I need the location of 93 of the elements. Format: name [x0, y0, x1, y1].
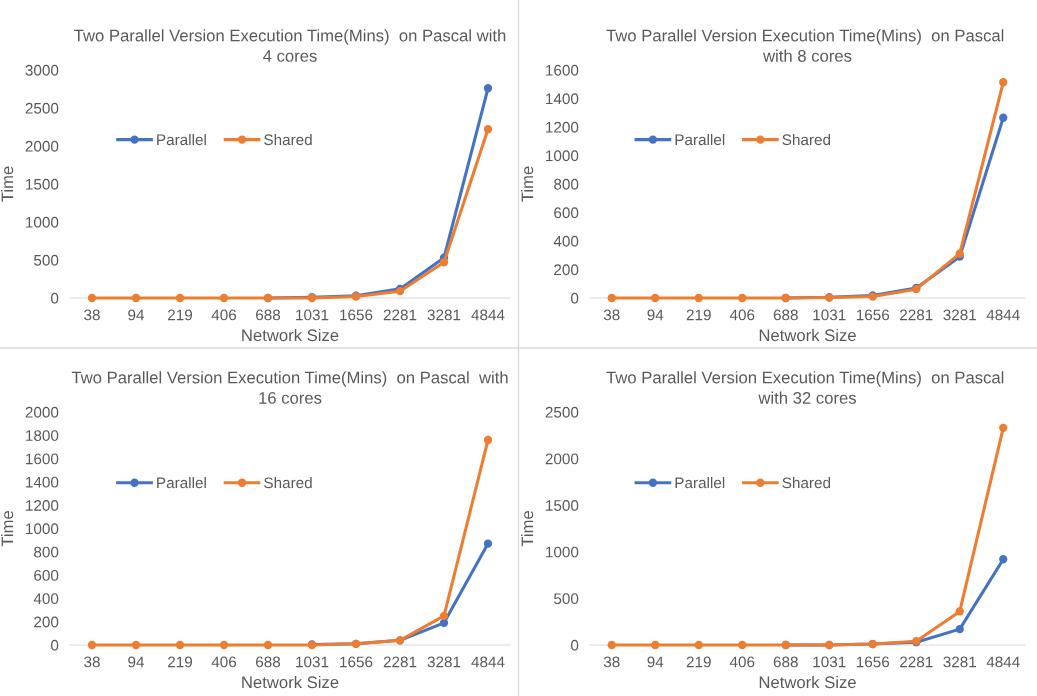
y-tick-label: 1200 [546, 121, 579, 133]
x-tick-label: 94 [647, 656, 664, 668]
legend-label: Parallel [675, 477, 725, 489]
y-tick-label: 500 [554, 593, 579, 605]
x-tick-label: 1031 [296, 656, 329, 668]
x-axis-title: Network Size [759, 328, 856, 342]
y-tick-label: 2000 [25, 140, 59, 152]
x-tick-label: 3281 [943, 656, 976, 668]
y-tick-label: 1000 [546, 546, 579, 558]
x-tick-label: 3281 [427, 309, 461, 321]
x-tick-label: 1656 [340, 309, 373, 321]
x-tick-label: 38 [603, 309, 620, 321]
y-tick-label: 600 [554, 207, 579, 219]
x-tick-label: 688 [773, 656, 798, 668]
chart-title: Two Parallel Version Execution Time(Mins) on Pascal with 8 cores [606, 29, 1004, 62]
x-tick-label: 1031 [813, 309, 846, 321]
x-axis-title: Network Size [242, 675, 339, 689]
y-tick-label: 200 [34, 616, 59, 628]
x-tick-label: 2281 [383, 309, 417, 321]
x-tick-label: 2281 [900, 656, 933, 668]
x-tick-label: 4844 [986, 309, 1020, 321]
chart-title: Two Parallel Version Execution Time(Mins) on Pascal with 16 cores [71, 371, 508, 404]
legend-label: Shared [782, 477, 831, 489]
x-tick-label: 219 [686, 309, 711, 321]
x-tick-label: 4844 [986, 656, 1020, 668]
y-tick-label: 2000 [25, 406, 59, 418]
x-tick-label: 1656 [856, 309, 890, 321]
x-tick-label: 94 [128, 656, 145, 668]
y-tick-label: 1400 [546, 93, 579, 105]
y-axis-title: Time [521, 166, 534, 202]
y-tick-label: 200 [554, 264, 579, 276]
y-tick-label: 0 [50, 639, 59, 651]
legend-label: Parallel [157, 477, 206, 489]
x-tick-label: 1031 [296, 309, 329, 321]
y-tick-label: 1600 [26, 453, 59, 465]
x-tick-label: 406 [729, 656, 755, 668]
x-tick-label: 219 [168, 309, 193, 321]
legend-label: Shared [782, 133, 831, 146]
y-tick-label: 800 [554, 178, 579, 190]
x-tick-label: 406 [729, 309, 755, 321]
y-tick-label: 1000 [546, 150, 579, 162]
y-axis-title: Time [521, 511, 534, 547]
x-tick-label: 688 [256, 656, 281, 668]
x-tick-label: 38 [603, 656, 620, 668]
x-tick-label: 4844 [471, 656, 505, 668]
x-tick-label: 2281 [383, 656, 417, 668]
x-tick-label: 94 [647, 309, 664, 321]
x-tick-label: 1031 [813, 656, 846, 668]
y-tick-label: 500 [34, 254, 59, 266]
y-tick-label: 1000 [26, 216, 59, 228]
y-tick-label: 0 [50, 292, 59, 304]
x-tick-label: 1656 [856, 656, 890, 668]
x-axis-title: Network Size [759, 675, 856, 689]
chart-title: Two Parallel Version Execution Time(Mins) on Pascal with 4 cores [74, 29, 506, 62]
y-tick-label: 2500 [545, 406, 579, 418]
y-tick-label: 400 [33, 593, 59, 605]
x-tick-label: 688 [256, 309, 281, 321]
y-tick-label: 3000 [25, 64, 59, 76]
x-tick-label: 406 [211, 656, 237, 668]
y-tick-label: 800 [34, 546, 59, 558]
y-tick-label: 600 [34, 569, 59, 581]
x-tick-label: 3281 [943, 309, 976, 321]
y-tick-label: 0 [570, 292, 579, 304]
x-tick-label: 688 [773, 309, 798, 321]
y-tick-label: 2000 [545, 453, 579, 465]
y-axis-title: Time [1, 166, 14, 202]
y-tick-label: 1500 [546, 500, 579, 511]
x-tick-label: 1656 [340, 656, 373, 668]
x-tick-label: 38 [84, 309, 100, 321]
x-tick-label: 2281 [900, 309, 933, 321]
y-tick-label: 1600 [546, 64, 579, 76]
legend-label: Parallel [157, 133, 206, 146]
x-tick-label: 219 [686, 656, 711, 668]
legend-label: Shared [264, 133, 312, 146]
y-tick-label: 0 [570, 639, 579, 651]
y-tick-label: 1400 [26, 476, 59, 488]
x-tick-label: 4844 [471, 309, 505, 321]
y-tick-label: 1500 [26, 178, 59, 190]
legend-label: Shared [264, 477, 312, 489]
y-tick-label: 1000 [26, 523, 59, 535]
y-tick-label: 1800 [26, 430, 59, 441]
y-axis-title: Time [1, 511, 14, 547]
legend-label: Parallel [675, 133, 725, 146]
x-axis-title: Network Size [242, 328, 339, 342]
x-tick-label: 219 [168, 656, 193, 668]
y-tick-label: 1200 [26, 500, 59, 511]
chart-title: Two Parallel Version Execution Time(Mins) on Pascal with 32 cores [606, 371, 1004, 404]
y-tick-label: 2500 [25, 102, 59, 114]
x-tick-label: 3281 [427, 656, 461, 668]
y-tick-label: 400 [553, 235, 579, 247]
x-tick-label: 406 [211, 309, 237, 321]
x-tick-label: 94 [128, 309, 145, 321]
x-tick-label: 38 [84, 656, 100, 668]
